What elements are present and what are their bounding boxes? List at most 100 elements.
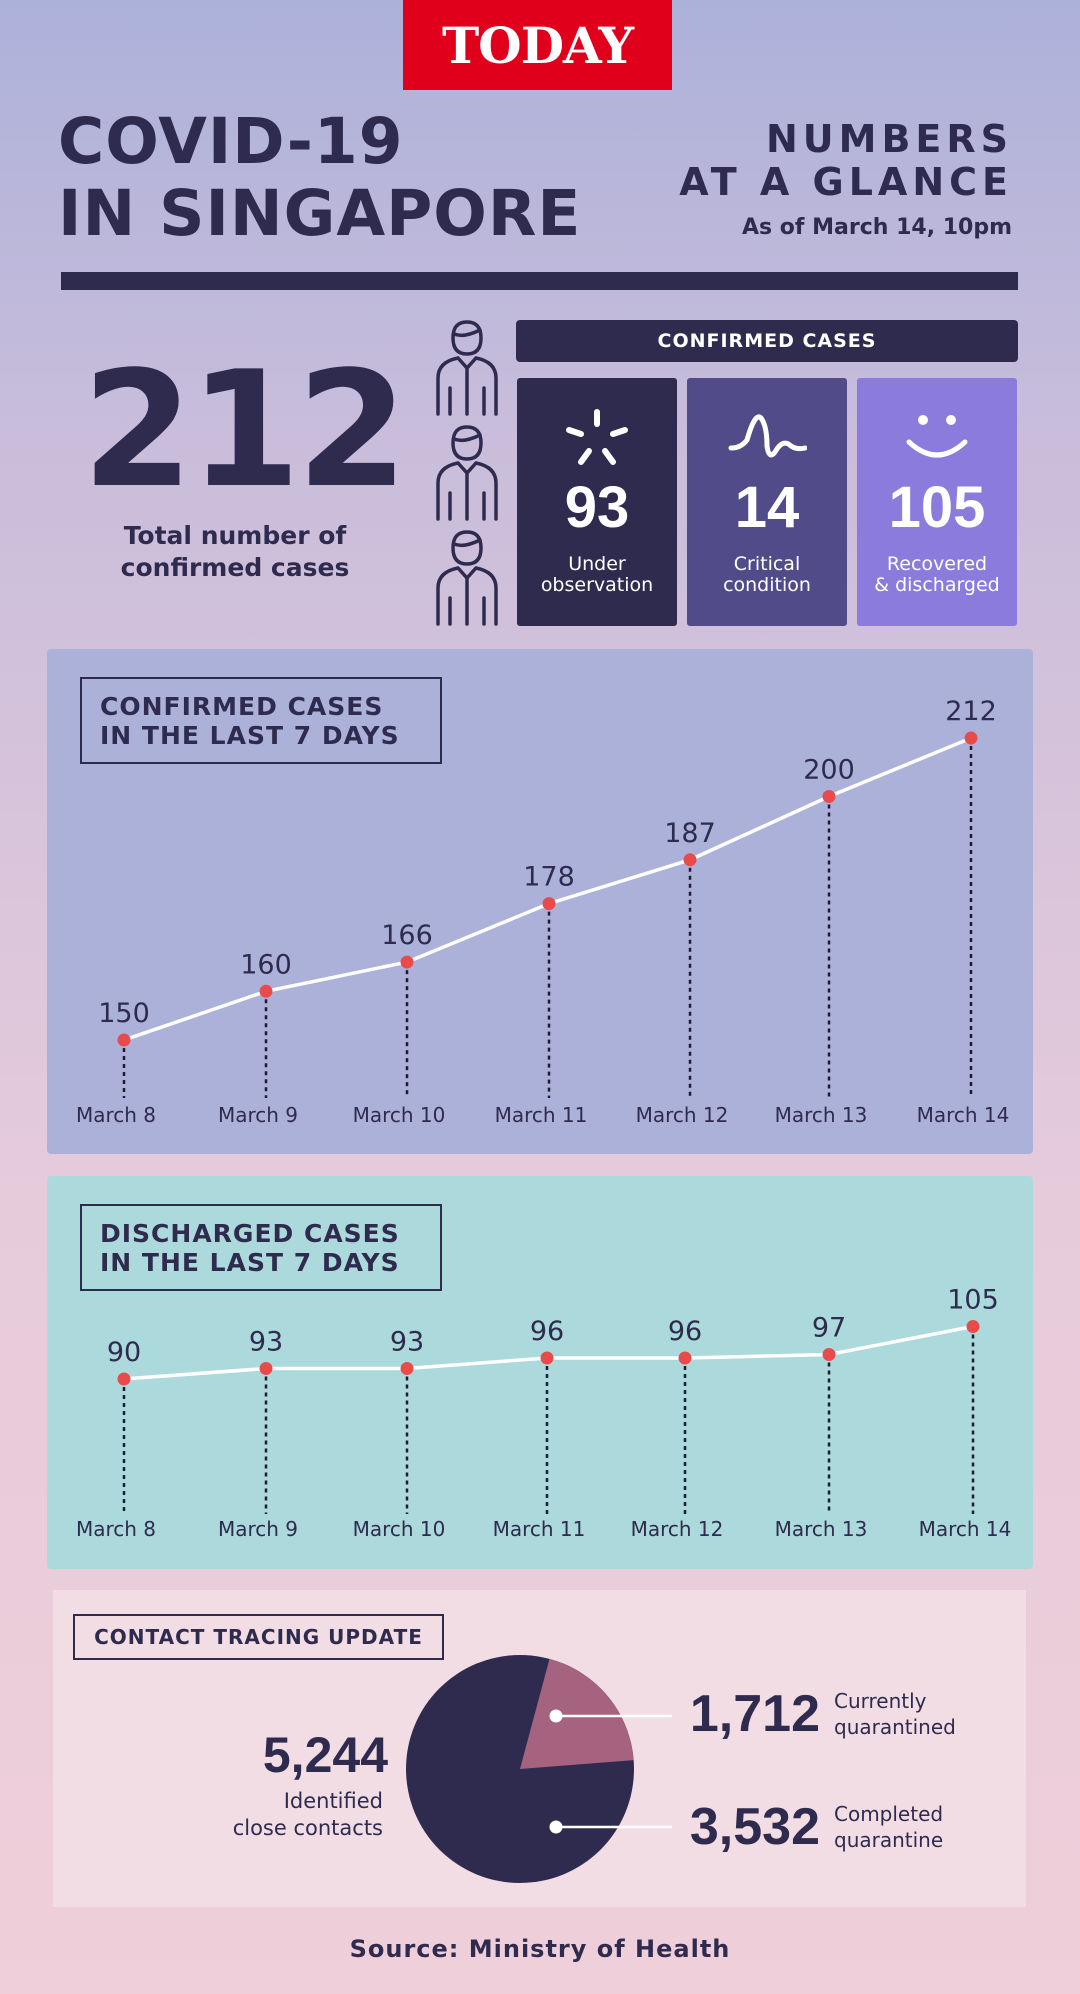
chart-title-line-2: IN THE LAST 7 DAYS	[100, 1248, 400, 1277]
data-point	[540, 1351, 554, 1365]
total-label-line-2: confirmed cases	[120, 553, 350, 582]
data-point	[678, 1351, 692, 1365]
x-tick-label: March 12	[631, 1517, 724, 1541]
confirmed-chart-panel	[47, 649, 1033, 1154]
x-tick-label: March 14	[917, 1103, 1010, 1127]
data-label: 97	[812, 1313, 846, 1344]
data-point	[117, 1033, 131, 1047]
under-observation-value: 93	[564, 475, 630, 540]
total-cases-value: 212	[82, 336, 408, 523]
glance-heading: NUMBERS AT A GLANCE	[679, 118, 1013, 204]
quarantined-line-2: quarantined	[834, 1715, 956, 1739]
contact-tracing-heading: CONTACT TRACING UPDATE	[73, 1614, 444, 1660]
header-divider	[61, 272, 1018, 290]
data-point	[964, 731, 978, 745]
x-tick-label: March 14	[919, 1517, 1012, 1541]
total-label-line-1: Total number of	[123, 521, 347, 550]
box-label-line-2: condition	[723, 574, 811, 596]
glance-line-1: NUMBERS	[765, 117, 1013, 161]
quarantined-value: 1,712	[689, 1685, 820, 1743]
title-line-2: IN SINGAPORE	[58, 177, 582, 250]
completed-value: 3,532	[689, 1798, 820, 1856]
data-label: 200	[803, 755, 855, 786]
leader-dot	[549, 1820, 563, 1834]
data-label: 90	[107, 1337, 141, 1368]
critical-condition-label: Critical condition	[687, 554, 847, 596]
completed-line-2: quarantine	[834, 1828, 944, 1852]
recovered-label: Recovered & discharged	[857, 554, 1017, 596]
x-tick-label: March 9	[218, 1103, 298, 1127]
data-label: 96	[530, 1316, 564, 1347]
data-label: 166	[381, 920, 433, 951]
quarantined-line-1: Currently	[834, 1689, 927, 1713]
box-label-line-1: Recovered	[886, 553, 988, 575]
x-tick-label: March 13	[775, 1103, 868, 1127]
person-icon	[436, 530, 498, 626]
recovered-value: 105	[888, 475, 986, 540]
confirmed-cases-heading: CONFIRMED CASES	[516, 320, 1018, 362]
burst-icon	[566, 409, 628, 465]
data-label: 93	[249, 1327, 283, 1358]
close-contacts-value: 5,244	[262, 1727, 388, 1783]
box-label-line-2: observation	[540, 574, 654, 596]
x-tick-label: March 11	[493, 1517, 586, 1541]
x-tick-label: March 13	[775, 1517, 868, 1541]
logo-text: TODAY	[441, 15, 634, 75]
person-icon	[436, 425, 498, 521]
confirmed-chart-title: CONFIRMED CASES IN THE LAST 7 DAYS	[80, 677, 442, 764]
data-point	[542, 897, 556, 911]
x-tick-label: March 8	[76, 1517, 156, 1541]
box-label-line-1: Critical	[733, 553, 801, 575]
pulse-icon	[728, 414, 807, 458]
data-label: 160	[240, 949, 292, 980]
data-point	[966, 1320, 980, 1333]
data-point	[259, 984, 273, 998]
total-cases-label: Total number of confirmed cases	[90, 520, 380, 584]
leader-dot	[549, 1709, 563, 1723]
x-tick-label: March 9	[218, 1517, 298, 1541]
smile-icon	[906, 415, 968, 458]
data-label: 212	[945, 696, 997, 727]
under-observation-label: Under observation	[517, 554, 677, 596]
today-logo: TODAY	[403, 0, 672, 90]
close-contacts-line-1: Identified	[283, 1789, 383, 1813]
completed-line-1: Completed	[834, 1802, 944, 1826]
x-tick-label: March 8	[76, 1103, 156, 1127]
box-label-line-1: Under	[568, 553, 626, 575]
under-observation-box: 93 Under observation	[517, 378, 677, 626]
data-point	[259, 1362, 273, 1375]
pie-slice-quarantined	[520, 1658, 634, 1769]
glance-line-2: AT A GLANCE	[679, 160, 1013, 204]
source-note: Source: Ministry of Health	[349, 1935, 731, 1963]
chart-title-line-1: CONFIRMED CASES	[100, 692, 384, 721]
close-contacts-line-2: close contacts	[232, 1816, 383, 1840]
data-point	[822, 1348, 836, 1361]
quarantined-label: Currently quarantined	[834, 1688, 956, 1740]
critical-condition-box: 14 Critical condition	[687, 378, 847, 626]
as-of-date: As of March 14, 10pm	[742, 215, 1012, 240]
data-point	[400, 1362, 414, 1375]
title-line-1: COVID-19	[58, 105, 404, 178]
close-contacts-label: Identified close contacts	[170, 1788, 383, 1842]
chart-title-line-1: DISCHARGED CASES	[100, 1219, 400, 1248]
discharged-chart-title: DISCHARGED CASES IN THE LAST 7 DAYS	[80, 1204, 442, 1291]
data-label: 150	[98, 998, 150, 1029]
data-label: 96	[668, 1316, 702, 1347]
data-point	[822, 790, 836, 803]
data-label: 187	[664, 818, 716, 849]
x-tick-label: March 10	[353, 1517, 446, 1541]
page-title: COVID-19 IN SINGAPORE	[58, 106, 581, 250]
completed-label: Completed quarantine	[834, 1801, 943, 1853]
data-label: 178	[523, 862, 575, 893]
x-tick-label: March 12	[636, 1103, 729, 1127]
data-point	[683, 853, 697, 867]
critical-condition-value: 14	[734, 475, 800, 540]
chart-title-line-2: IN THE LAST 7 DAYS	[100, 721, 400, 750]
data-label: 105	[947, 1285, 999, 1316]
data-point	[400, 955, 414, 969]
person-icon	[436, 320, 498, 416]
data-label: 93	[390, 1327, 424, 1358]
box-label-line-2: & discharged	[874, 574, 1000, 596]
